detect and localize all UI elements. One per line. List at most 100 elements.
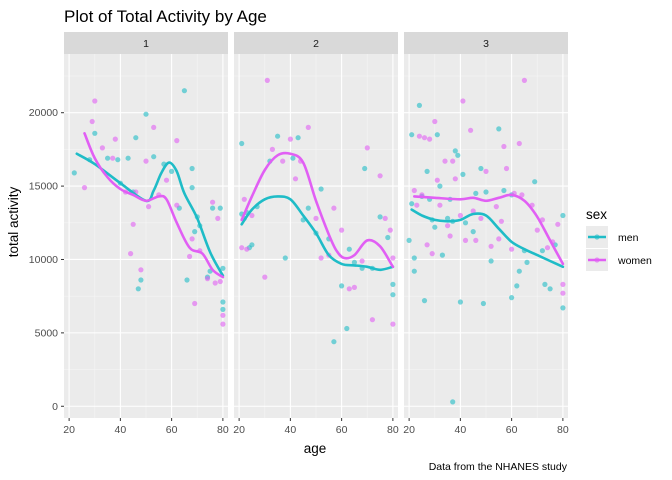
point-women — [493, 204, 499, 210]
facet-strip-label: 3 — [483, 38, 489, 50]
point-women — [432, 118, 438, 125]
point-men — [421, 298, 428, 304]
point-women — [287, 136, 293, 142]
point-women — [174, 138, 180, 144]
point-men — [239, 140, 245, 147]
legend-label: women — [617, 255, 652, 267]
point-men — [432, 224, 438, 230]
point-women — [427, 136, 433, 142]
point-women — [452, 176, 458, 182]
point-men — [105, 155, 111, 161]
legend: sex men women — [586, 207, 652, 271]
point-men — [220, 299, 226, 305]
y-axis-title: total activity — [6, 186, 21, 257]
point-women — [110, 155, 116, 161]
point-women — [501, 143, 507, 150]
point-men — [455, 152, 461, 158]
point-women — [442, 158, 448, 164]
point-men — [138, 277, 144, 283]
point-women — [138, 267, 144, 273]
facet-strip — [234, 32, 398, 54]
point-women — [496, 236, 502, 242]
point-women — [280, 158, 286, 164]
smooth-line-women — [240, 151, 395, 269]
point-men — [275, 133, 281, 139]
legend-key-point — [594, 234, 600, 240]
point-women — [457, 212, 463, 219]
smooth-line-women — [413, 193, 565, 266]
point-men — [434, 132, 440, 138]
point-men — [516, 268, 522, 274]
point-women — [519, 192, 525, 198]
smooth-line-men — [410, 208, 565, 269]
point-men — [480, 300, 486, 307]
point-women — [460, 98, 466, 104]
legend-title: sex — [586, 207, 607, 222]
smooth-line-men — [75, 152, 225, 277]
point-men — [135, 286, 141, 292]
legend-key-point — [594, 257, 600, 263]
point-women — [146, 204, 152, 210]
point-men — [462, 220, 469, 226]
point-women — [112, 136, 118, 142]
y-tick-label: 20000 — [29, 107, 58, 119]
x-tick-label: 80 — [557, 424, 569, 436]
point-women — [244, 246, 250, 252]
point-men — [560, 305, 566, 311]
point-women — [478, 215, 484, 221]
point-men — [488, 258, 494, 264]
point-women — [163, 177, 170, 183]
point-men — [560, 212, 566, 219]
point-men — [92, 130, 98, 136]
facet-strip-label: 2 — [313, 38, 319, 50]
point-men — [220, 265, 226, 271]
point-men — [409, 132, 415, 138]
y-tick-label: 0 — [52, 401, 58, 413]
point-men — [143, 111, 149, 117]
x-tick-label: 40 — [455, 424, 467, 436]
point-men — [509, 295, 515, 301]
point-women — [411, 187, 417, 194]
facet-panel-1: 1 20 40 60 80 — [63, 32, 229, 436]
point-women — [416, 133, 422, 139]
point-women — [434, 177, 440, 183]
point-women — [305, 124, 311, 130]
point-men — [460, 171, 466, 177]
y-tick-label: 5000 — [35, 327, 59, 339]
point-men — [385, 234, 391, 241]
point-men — [331, 339, 337, 345]
point-men — [539, 248, 546, 254]
point-men — [282, 255, 288, 261]
point-women — [450, 158, 456, 164]
point-men — [514, 283, 520, 289]
smooth-line-women — [83, 132, 225, 279]
point-men — [220, 306, 226, 312]
point-women — [498, 218, 504, 224]
point-men — [483, 189, 489, 195]
point-women — [544, 245, 551, 251]
x-tick-label: 20 — [63, 424, 75, 436]
point-women — [560, 281, 566, 287]
point-women — [262, 274, 268, 280]
point-men — [362, 165, 368, 172]
point-men — [547, 286, 553, 292]
point-women — [249, 212, 255, 219]
point-women — [99, 145, 105, 151]
point-men — [351, 259, 357, 265]
point-women — [382, 215, 388, 221]
point-women — [560, 290, 566, 296]
point-men — [189, 165, 195, 172]
y-tick-label: 10000 — [29, 254, 58, 266]
point-men — [344, 325, 350, 332]
point-men — [457, 299, 463, 305]
x-tick-label: 80 — [217, 424, 229, 436]
smooth-line-men — [240, 195, 395, 272]
point-women — [390, 321, 396, 327]
facet-strip-label: 1 — [143, 38, 149, 50]
point-men — [377, 214, 383, 220]
point-men — [295, 135, 301, 141]
point-women — [483, 168, 489, 174]
point-men — [115, 157, 121, 163]
point-women — [210, 199, 216, 205]
